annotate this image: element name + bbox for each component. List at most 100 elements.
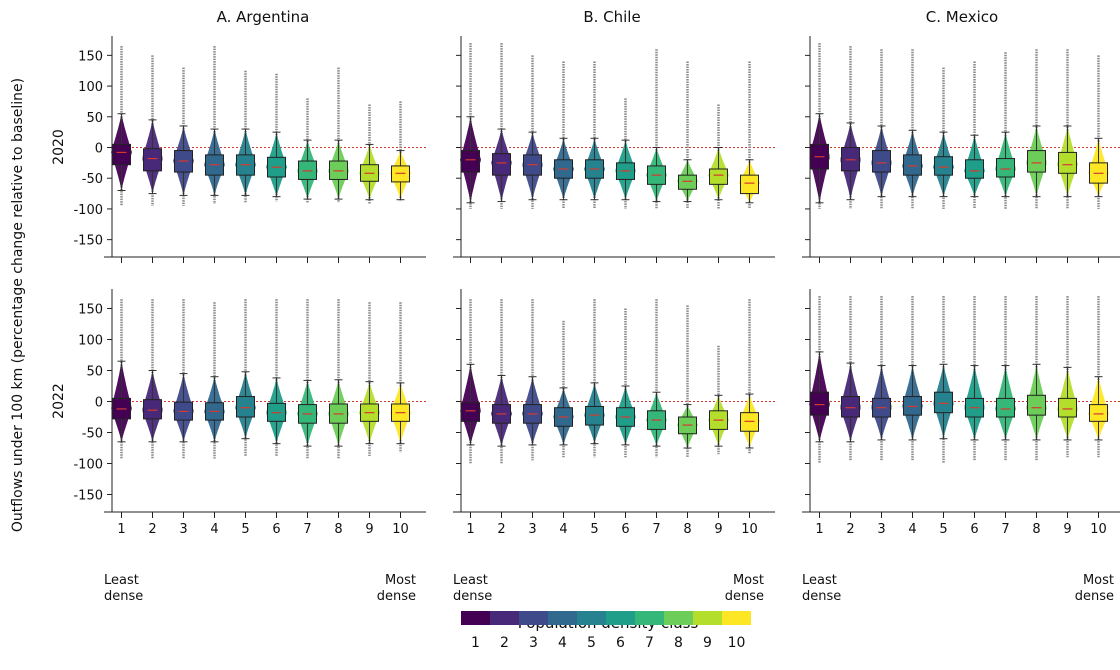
y-tick-label: -150 [73,489,103,504]
iqr-box [740,174,759,195]
legend-swatch-1 [461,611,490,625]
iqr-box [934,156,953,176]
x-tick-label: 1 [815,522,823,537]
least-dense-label-b2: dense [453,589,492,604]
legend-label-6: 6 [616,635,625,651]
x-tick-label: 2 [497,522,505,537]
least-dense-label-c1: Least [802,573,837,588]
legend-label-9: 9 [703,635,712,651]
least-dense-label-c2: dense [802,589,841,604]
panel-title-mexico: C. Mexico [926,8,998,26]
iqr-box [1089,404,1108,422]
panels-group: -150 -100 -50 0 50 100 150 -150 -100 -50 0 50 100 150… [73,36,1120,537]
legend-swatch-10 [722,611,751,625]
most-dense-label-b1: Most [733,573,764,588]
iqr-box [143,148,162,172]
most-dense-label-c1: Most [1083,573,1114,588]
legend-swatch-6 [606,611,635,625]
x-endpoint-labels: Least dense Most dense Least dense Most … [104,573,1114,604]
iqr-box [872,150,891,173]
y-tick-label: 150 [78,303,103,318]
x-tick-label: 5 [590,522,598,537]
x-tick-label: 2 [148,522,156,537]
x-tick-label: 3 [179,522,187,537]
y-tick-label: 100 [78,80,103,95]
y-tick-label: -50 [82,427,103,442]
y-tick-label: 50 [86,365,103,380]
legend-label-7: 7 [645,635,654,651]
x-tick-label: 1 [466,522,474,537]
iqr-box [1058,151,1077,174]
iqr-box [841,147,860,172]
iqr-box [112,143,131,166]
iqr-box [391,165,410,183]
color-legend: 1 2 3 4 5 6 7 8 9 10 [461,611,751,651]
iqr-box [298,160,317,180]
iqr-box [143,399,162,420]
iqr-box [585,405,604,426]
iqr-box [709,168,728,185]
iqr-box [461,150,480,173]
x-tick-label: 8 [683,522,691,537]
iqr-box [1058,397,1077,418]
y-tick-label: 0 [95,396,103,411]
y-tick-label: -50 [82,172,103,187]
iqr-box [996,397,1015,418]
x-tick-label: 2 [846,522,854,537]
legend-swatch-3 [519,611,548,625]
least-dense-label-b1: Least [453,573,488,588]
x-tick-label: 6 [621,522,629,537]
x-tick-label: 4 [559,522,567,537]
iqr-box [329,160,348,180]
x-tick-label: 7 [1001,522,1009,537]
x-tick-label: 5 [939,522,947,537]
iqr-box [1027,394,1046,416]
row-label-2020: 2020 [51,129,67,165]
legend-label-8: 8 [674,635,683,651]
iqr-box [678,174,697,190]
y-tick-label: 100 [78,334,103,349]
iqr-box [996,158,1015,178]
x-tick-label: 6 [272,522,280,537]
iqr-box [903,396,922,416]
panel-4: -150 -100 -50 0 50 100 150 1 2 3 4 5 6 7 8 9 10 [73,289,426,537]
iqr-box [965,159,984,179]
x-tick-label: 5 [241,522,249,537]
legend-label-5: 5 [587,635,596,651]
y-tick-label: 50 [86,111,103,126]
iqr-box [934,391,953,414]
panel-6: 1 2 3 4 5 6 7 8 9 10 [802,289,1120,537]
x-tick-label: 3 [877,522,885,537]
most-dense-label-a2: dense [377,589,416,604]
x-tick-label: 4 [908,522,916,537]
legend-label-10: 10 [728,635,746,651]
x-tick-label: 8 [334,522,342,537]
legend-label-4: 4 [558,635,567,651]
x-tick-label: 10 [392,522,409,537]
x-tick-label: 7 [303,522,311,537]
iqr-box [1027,150,1046,173]
x-tick-label: 10 [741,522,758,537]
iqr-box [810,391,829,416]
panel-1: -150 -100 -50 0 50 100 150 [73,36,426,263]
iqr-box [740,412,759,432]
x-tick-label: 1 [117,522,125,537]
x-tick-label: 9 [1063,522,1071,537]
panel-5: 1 2 3 4 5 6 7 8 9 10 [453,289,775,537]
legend-swatch-4 [548,611,577,625]
most-dense-label-a1: Most [385,573,416,588]
legend-swatch-8 [664,611,693,625]
legend-swatch-2 [490,611,519,625]
legend-label-2: 2 [500,635,509,651]
x-tick-label: 3 [528,522,536,537]
least-dense-label-a1: Least [104,573,139,588]
y-tick-label: 0 [95,142,103,157]
panel-title-chile: B. Chile [583,8,640,26]
legend-label-1: 1 [471,635,480,651]
x-tick-label: 9 [714,522,722,537]
most-dense-label-b2: dense [725,589,764,604]
legend-swatch-9 [693,611,722,625]
iqr-box [841,396,860,418]
iqr-box [492,153,511,176]
